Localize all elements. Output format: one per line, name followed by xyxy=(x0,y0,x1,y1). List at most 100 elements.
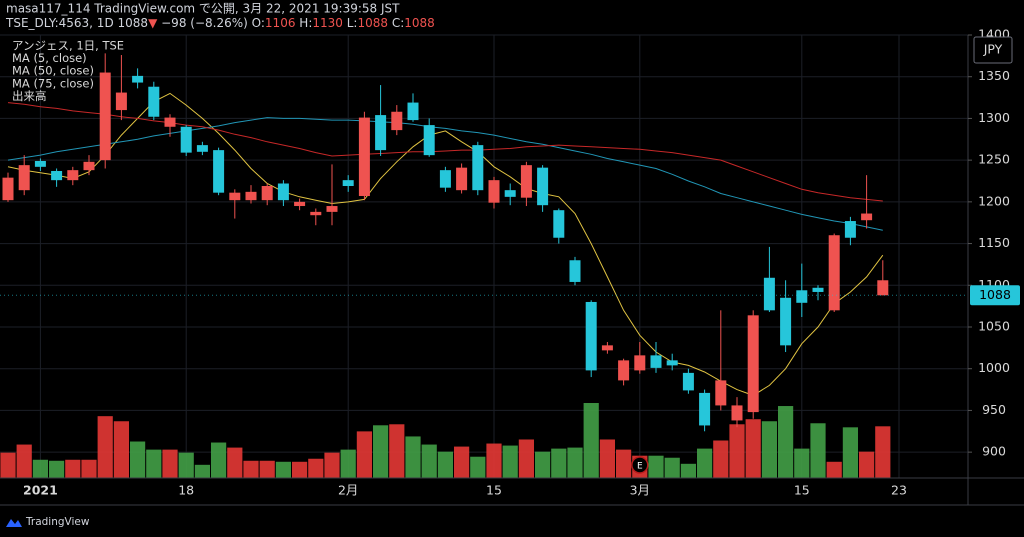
volume-bar xyxy=(324,452,340,478)
last-price-box xyxy=(970,285,1020,306)
candle-body xyxy=(294,201,306,207)
volume-bar xyxy=(373,425,389,478)
x-tick-label: 15 xyxy=(794,483,810,498)
volume-bar xyxy=(146,449,162,478)
volume-pane xyxy=(0,403,891,478)
candle-body xyxy=(99,72,111,161)
candle-body xyxy=(51,170,63,181)
ohlc-key: C: xyxy=(392,16,404,30)
y-tick-label: 950 xyxy=(982,402,1006,417)
candle-body xyxy=(342,180,354,187)
candle-body xyxy=(213,150,225,193)
candle-body xyxy=(504,190,516,197)
last-price: 1088 xyxy=(118,16,149,30)
candle-body xyxy=(456,167,468,191)
volume-bar xyxy=(162,449,178,478)
header-line1: masa117_114 TradingView.com で公開, 3月 22, … xyxy=(6,2,400,16)
candle-body xyxy=(828,235,840,311)
volume-bar xyxy=(729,424,745,478)
volume-bar xyxy=(356,431,372,478)
candle-body xyxy=(796,290,808,303)
volume-bar xyxy=(65,459,81,478)
last-price-label: 1088 xyxy=(979,287,1011,302)
volume-bar xyxy=(859,451,875,478)
volume-bar xyxy=(0,452,16,478)
volume-bar xyxy=(664,457,680,478)
candle-body xyxy=(844,221,856,238)
candle-body xyxy=(375,115,387,151)
ma-line xyxy=(7,117,883,231)
x-tick-label: 23 xyxy=(891,483,907,498)
candle-body xyxy=(358,117,370,197)
volume-bar xyxy=(794,448,810,478)
candle-body xyxy=(115,92,127,111)
volume-bar xyxy=(292,461,308,478)
change: −98 (−8.26%) xyxy=(161,16,248,30)
candle-body xyxy=(83,161,95,171)
ohlc-value: 1130 xyxy=(312,16,343,30)
candle-body xyxy=(180,126,192,153)
volume-bar xyxy=(535,451,551,478)
volume-bar xyxy=(275,461,291,478)
candle-body xyxy=(715,380,727,406)
volume-bar xyxy=(130,441,146,478)
volume-bar xyxy=(97,416,113,478)
y-tick-label: 1150 xyxy=(978,235,1010,250)
candle-body xyxy=(618,360,630,381)
ohlc-key: H: xyxy=(299,16,312,30)
volume-bar xyxy=(486,443,502,478)
y-tick-label: 1000 xyxy=(978,360,1010,375)
candle-body xyxy=(261,186,273,201)
volume-bar xyxy=(211,442,227,478)
currency: JPY xyxy=(983,42,1003,57)
candle-body xyxy=(439,170,451,188)
candle-body xyxy=(34,160,46,167)
logo-icon xyxy=(6,519,22,527)
volume-bar xyxy=(421,444,437,478)
candle-body xyxy=(812,287,824,292)
candles xyxy=(2,53,889,432)
volume-bar xyxy=(518,439,534,478)
volume-bar xyxy=(842,427,858,478)
candle-body xyxy=(763,277,775,311)
candle-body xyxy=(861,213,873,221)
candle-body xyxy=(472,145,484,191)
x-tick-label: 2021 xyxy=(23,483,58,498)
volume-bar xyxy=(616,449,632,478)
volume-bar xyxy=(16,444,32,478)
candle-body xyxy=(601,345,613,351)
candle-body xyxy=(699,392,711,426)
ohlc-value: 1088 xyxy=(357,16,388,30)
volume-bar xyxy=(194,464,210,478)
volume-bar xyxy=(502,445,518,478)
volume-bar xyxy=(551,448,567,478)
candle-body xyxy=(407,102,419,121)
volume-bar xyxy=(713,440,729,478)
volume-bar xyxy=(680,463,696,478)
volume-bar xyxy=(389,424,405,478)
volume-bar xyxy=(81,459,97,478)
header-line2: TSE_DLY:4563, 1D 1088▼ −98 (−8.26%) O:11… xyxy=(5,16,435,30)
grid xyxy=(0,34,968,478)
candle-body xyxy=(537,167,549,206)
candle-body xyxy=(650,355,662,368)
candle-body xyxy=(682,372,694,391)
candle-body xyxy=(423,125,435,156)
candle-body xyxy=(229,192,241,201)
axes: 9009501000105011001150120012501300135014… xyxy=(0,27,1020,498)
volume-bar xyxy=(308,458,324,478)
volume-bar xyxy=(49,460,65,478)
volume-bar xyxy=(454,446,470,478)
y-tick-label: 1300 xyxy=(978,110,1010,125)
volume-bar xyxy=(470,456,486,478)
candle-body xyxy=(2,177,14,201)
candle-body xyxy=(132,75,144,83)
candle-body xyxy=(164,117,176,127)
volume-bar xyxy=(437,451,453,478)
candle-body xyxy=(877,280,889,296)
change-arrow: ▼ xyxy=(148,16,158,30)
candle-body xyxy=(569,260,581,282)
volume-bar xyxy=(405,436,421,478)
candle-body xyxy=(520,165,532,198)
